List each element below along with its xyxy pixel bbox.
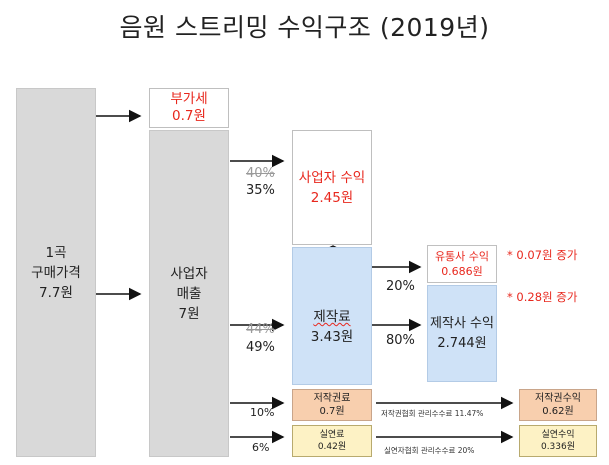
performance-revenue-box: 실연수익 0.336원: [519, 425, 597, 457]
production-fee-amount: 3.43원: [310, 329, 354, 345]
vat-amount: 0.7원: [172, 108, 206, 124]
diagram-title: 음원 스트리밍 수익구조 (2019년): [119, 13, 490, 42]
copyright-revenue-amount: 0.62원: [542, 406, 574, 417]
performance-fee-amount: 0.42원: [317, 442, 347, 452]
copyright-fee-note: 저작권협회 관리수수료 11.47%: [381, 409, 484, 418]
performance-percent: 6%: [252, 441, 270, 454]
operator-sales-line3: 7원: [178, 305, 200, 322]
performance-fee-box: 실연료 0.42원: [292, 425, 372, 457]
operator-sales-line1: 사업자: [170, 265, 208, 282]
distributor-revenue-box: 유통사 수익 0.686원: [427, 245, 497, 283]
vat-label: 부가세: [170, 91, 208, 107]
operator-revenue-box: 사업자 수익 2.45원: [292, 130, 372, 245]
production-fee-box: 제작료 3.43원: [292, 247, 372, 385]
distributor-percent: 20%: [386, 279, 415, 294]
copyright-fee-label: 저작권료: [313, 393, 351, 404]
producer-revenue-box: 제작사 수익 2.744원: [427, 285, 497, 382]
operator-sales-line2: 매출: [176, 285, 202, 302]
performance-revenue-label: 실연수익: [541, 430, 575, 440]
copyright-fee-box: 저작권료 0.7원: [292, 389, 372, 421]
purchase-line2: 구매가격: [31, 264, 81, 281]
copyright-revenue-label: 저작권수익: [535, 393, 581, 404]
copyright-percent: 10%: [250, 406, 275, 419]
producer-revenue-label: 제작사 수익: [430, 315, 494, 331]
production-new-percent: 49%: [246, 340, 275, 355]
performance-fee-label: 실연료: [319, 430, 345, 440]
performance-fee-note: 실연자협회 관리수수료 20%: [384, 446, 475, 455]
operator-sales-box: 사업자 매출 7원: [149, 130, 229, 457]
copyright-revenue-box: 저작권수익 0.62원: [519, 389, 597, 421]
operator-revenue-amount: 2.45원: [310, 189, 354, 206]
copyright-fee-amount: 0.7원: [319, 406, 345, 417]
operator-new-percent: 35%: [246, 183, 275, 198]
vat-box: 부가세 0.7원: [149, 88, 229, 128]
producer-percent: 80%: [386, 333, 415, 348]
producer-increase-note: * 0.28원 증가: [507, 290, 578, 304]
distributor-increase-note: * 0.07원 증가: [507, 248, 578, 262]
purchase-line1: 1곡: [45, 244, 67, 261]
production-fee-label: 제작료: [313, 309, 351, 325]
producer-revenue-amount: 2.744원: [437, 335, 487, 351]
operator-old-percent: 40%: [246, 166, 275, 181]
purchase-price-box: 1곡 구매가격 7.7원: [16, 88, 96, 457]
performance-revenue-amount: 0.336원: [540, 442, 576, 452]
distributor-revenue-amount: 0.686원: [441, 265, 483, 278]
production-old-percent: 44%: [246, 322, 275, 337]
purchase-line3: 7.7원: [39, 284, 73, 301]
distributor-revenue-label: 유통사 수익: [434, 250, 490, 263]
operator-revenue-label: 사업자 수익: [298, 169, 366, 186]
